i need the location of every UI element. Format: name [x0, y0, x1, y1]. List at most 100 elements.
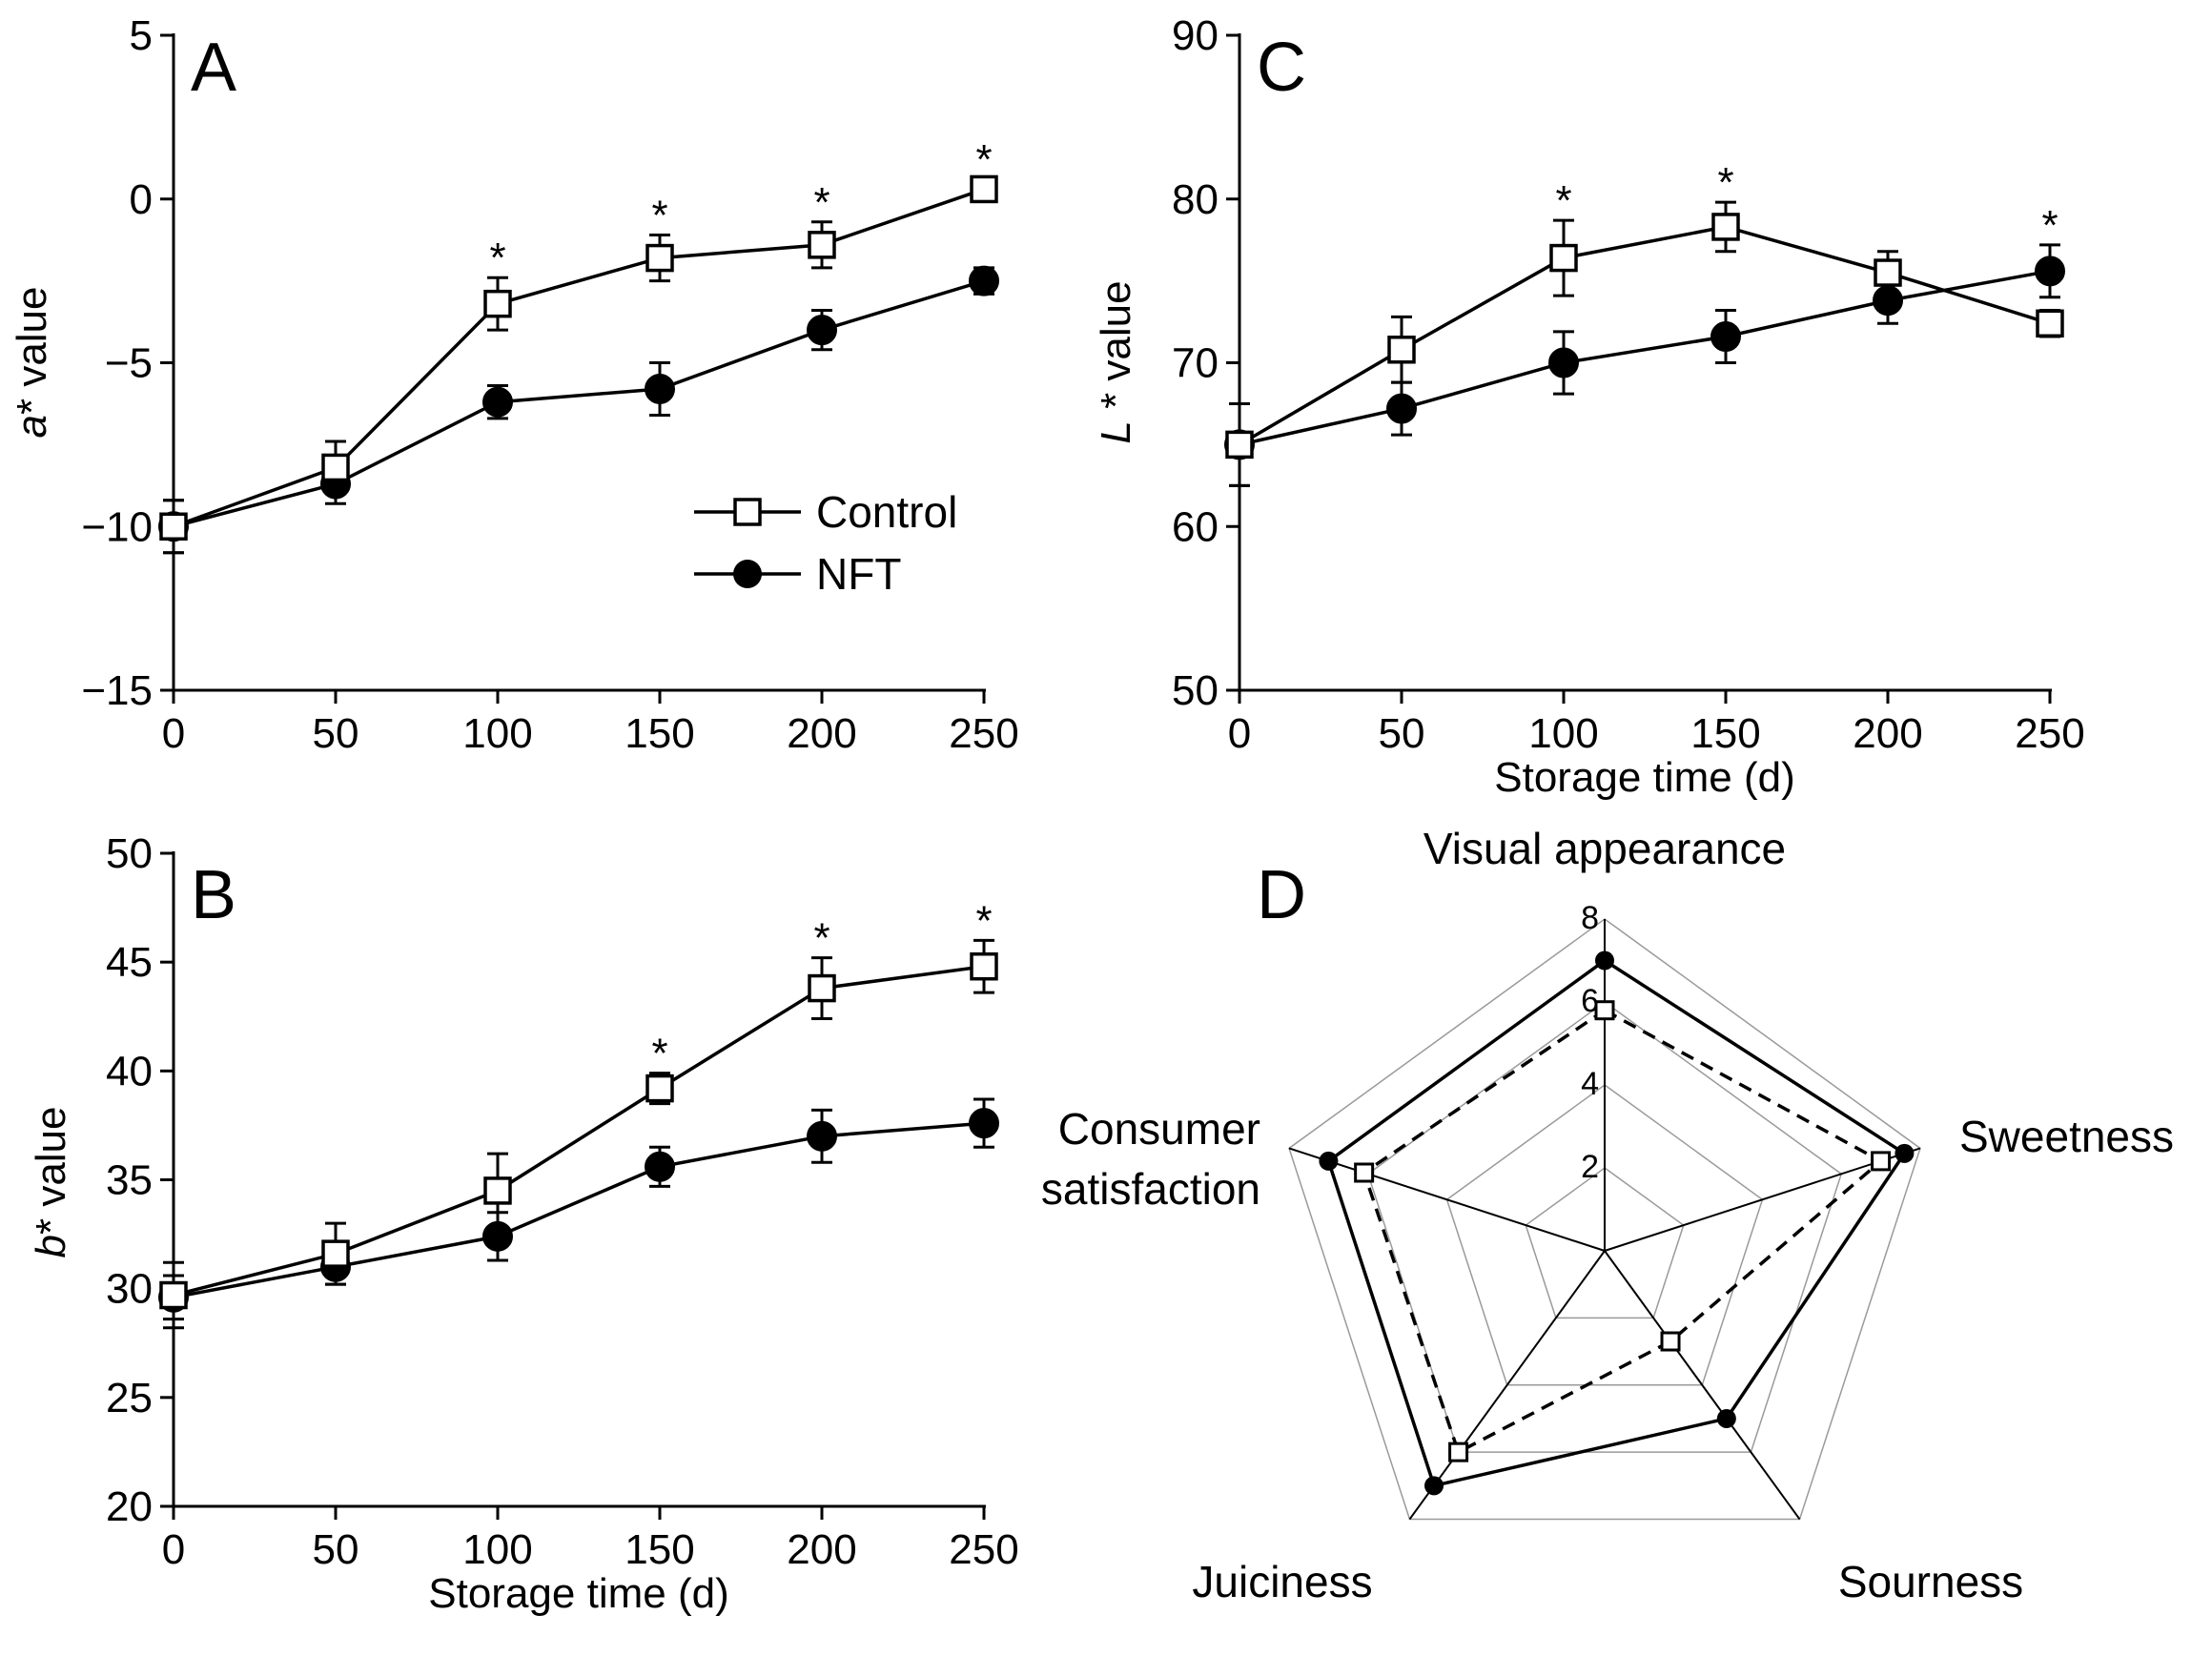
significance-star: *: [975, 136, 992, 183]
data-point-circle: [1710, 321, 1741, 353]
data-point-circle: [1548, 347, 1579, 378]
x-tick-label: 0: [1228, 710, 1251, 757]
y-axis-title: L * value: [1093, 280, 1139, 443]
y-axis-title-text: * value: [1093, 280, 1139, 420]
x-tick-label: 0: [162, 710, 185, 757]
y-axis-title: b* value: [28, 1106, 74, 1257]
panel-letter: B: [191, 857, 236, 933]
data-point-square: [970, 951, 998, 981]
data-point-circle: [645, 373, 675, 404]
data-point-circle: [969, 265, 999, 296]
y-axis-title-symbol: L: [1093, 420, 1139, 443]
series-line: [173, 187, 985, 528]
series-nft: [158, 1097, 999, 1321]
radar-point-circle: [1319, 1151, 1339, 1171]
radar-spoke: [1604, 1250, 1801, 1521]
y-tick-label: 45: [106, 939, 153, 986]
y-tick-label: 20: [106, 1483, 153, 1530]
radar-series-control: [1354, 1000, 1892, 1462]
y-axis-title-symbol: b: [28, 1235, 74, 1257]
data-point-square: [808, 973, 836, 1003]
y-tick-label: −15: [81, 667, 153, 714]
radar-axis-label: Juiciness: [1192, 1557, 1372, 1606]
data-point-square: [1225, 430, 1254, 460]
x-tick-label: 250: [949, 1526, 1018, 1573]
radar-ring-label: 2: [1581, 1149, 1599, 1185]
x-tick-label: 100: [462, 710, 532, 757]
radar-point-circle: [1716, 1408, 1736, 1428]
y-tick-label: 30: [106, 1266, 153, 1313]
series-nft: [1224, 243, 2065, 487]
data-point-square: [321, 453, 350, 482]
radar-grid-ring: [1445, 1084, 1764, 1386]
x-tick-label: 50: [313, 710, 359, 757]
radar-series-line: [1362, 1008, 1884, 1455]
series-line: [173, 1121, 985, 1299]
data-point-square: [159, 1280, 188, 1310]
radar-point-circle: [1595, 951, 1614, 971]
x-tick-label: 0: [162, 1526, 185, 1573]
x-tick-label: 200: [787, 710, 856, 757]
data-point-circle: [969, 1108, 999, 1139]
panel-b: 0 50 100 150 200 250 20 25 30 35 40 45 50 b* value Sto…: [28, 830, 1019, 1617]
x-tick-label: 150: [625, 710, 694, 757]
y-tick-label: −10: [81, 503, 153, 550]
radar-axis-label: Visual appearance: [1423, 824, 1786, 873]
radar-point-square: [1871, 1151, 1892, 1172]
x-tick-label: 200: [787, 1526, 856, 1573]
y-tick-label: 50: [1172, 667, 1219, 714]
data-point-square: [970, 174, 998, 204]
data-point-square: [1387, 336, 1416, 364]
radar-ring-label: 8: [1581, 900, 1599, 936]
radar-series-line: [1326, 958, 1907, 1488]
y-tick-label: 5: [130, 12, 153, 59]
panel-a: 0 50 100 150 200 250 −15 −10 −5 0 5 a* value A * * * * Co…: [9, 12, 1019, 757]
legend: Control NFT: [694, 487, 957, 599]
significance-star: *: [1717, 159, 1733, 206]
y-tick-label: −5: [105, 340, 153, 387]
significance-star: *: [975, 897, 992, 944]
radar-axis-label: Consumer: [1058, 1104, 1260, 1154]
radar-grid-ring: [1525, 1167, 1685, 1319]
y-tick-label: 50: [106, 830, 153, 877]
radar-grid-ring: [1366, 1001, 1843, 1453]
y-tick-label: 40: [106, 1048, 153, 1094]
data-point-square: [645, 1073, 674, 1103]
y-axis-title-text: * value: [28, 1106, 74, 1235]
data-point-square: [645, 243, 674, 273]
x-tick-label: 50: [1379, 710, 1425, 757]
data-point-square: [2036, 309, 2064, 338]
radar-point-square: [1594, 1000, 1615, 1021]
x-tick-label: 250: [949, 710, 1018, 757]
significance-star: *: [651, 193, 667, 239]
y-tick-label: 70: [1172, 340, 1219, 387]
data-point-square: [808, 231, 836, 259]
panel-letter: D: [1257, 857, 1306, 933]
data-point-square: [1711, 213, 1740, 241]
radar-point-square: [1448, 1441, 1469, 1462]
significance-star: *: [1555, 177, 1571, 224]
radar-axis-label: satisfaction: [1041, 1164, 1260, 1214]
significance-star: *: [813, 915, 830, 962]
data-point-circle: [482, 386, 513, 418]
y-tick-label: 35: [106, 1157, 153, 1204]
y-tick-label: 25: [106, 1375, 153, 1421]
data-point-square: [483, 289, 512, 318]
series-control: [159, 938, 998, 1330]
data-point-square: [483, 1176, 512, 1205]
data-point-square: [321, 1239, 350, 1268]
radar-point-square: [1354, 1162, 1375, 1183]
legend-label: NFT: [816, 549, 901, 599]
data-point-circle: [645, 1151, 675, 1182]
data-point-square: [1874, 258, 1902, 287]
radar-spoke: [1288, 1147, 1606, 1252]
radar-grid-ring: [1288, 918, 1921, 1521]
radar-axis-label: Sweetness: [1959, 1112, 2174, 1161]
panel-letter: C: [1257, 30, 1306, 106]
radar-point-circle: [1895, 1143, 1915, 1163]
x-tick-label: 100: [1528, 710, 1598, 757]
data-point-square: [159, 512, 188, 541]
series-line: [1239, 225, 2051, 446]
y-tick-label: 60: [1172, 503, 1219, 550]
